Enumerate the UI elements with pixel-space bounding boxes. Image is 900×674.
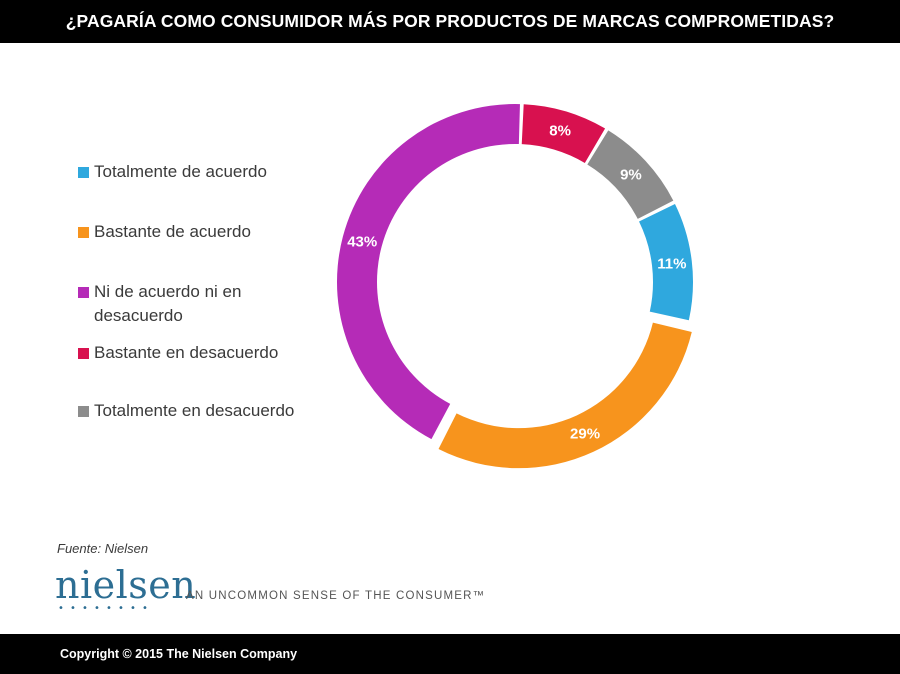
legend-swatch bbox=[78, 287, 89, 298]
tagline: AN UNCOMMON SENSE OF THE CONSUMER™ bbox=[186, 590, 486, 602]
legend-swatch bbox=[78, 167, 89, 178]
slice-label-bastante-en-desacuerdo: 8% bbox=[549, 123, 571, 140]
nielsen-logo: nielsen •••••••• bbox=[55, 563, 197, 614]
slice-bastante-en-desacuerdo bbox=[521, 104, 606, 163]
legend-swatch bbox=[78, 348, 89, 359]
logo-wordmark: nielsen bbox=[55, 563, 197, 607]
slice-totalmente-en-desacuerdo bbox=[587, 130, 674, 219]
legend-label: Totalmente en desacuerdo bbox=[94, 401, 295, 420]
logo-dots: •••••••• bbox=[58, 603, 154, 614]
header-bar: ¿PAGARÍA COMO CONSUMIDOR MÁS POR PRODUCT… bbox=[0, 0, 900, 43]
legend-swatch bbox=[78, 227, 89, 238]
legend-label: Ni de acuerdo ni en bbox=[94, 282, 242, 301]
copyright-text: Copyright © 2015 The Nielsen Company bbox=[60, 647, 298, 661]
slice-totalmente-de-acuerdo bbox=[639, 203, 693, 321]
slice-label-bastante-de-acuerdo: 29% bbox=[570, 426, 600, 443]
footer-bar: Copyright © 2015 The Nielsen Company bbox=[0, 634, 900, 674]
legend-swatch bbox=[78, 406, 89, 417]
slice-label-totalmente-en-desacuerdo: 9% bbox=[620, 167, 642, 184]
legend-label: Totalmente de acuerdo bbox=[94, 162, 267, 181]
slice-label-totalmente-de-acuerdo: 11% bbox=[657, 255, 686, 272]
slice-label-ni-de-acuerdo-ni-en-desacuerdo: 43% bbox=[347, 234, 377, 251]
donut-chart: 11% 29% 43% 8% 9% bbox=[336, 104, 693, 469]
source-note: Fuente: Nielsen bbox=[57, 541, 149, 556]
chart-title: ¿PAGARÍA COMO CONSUMIDOR MÁS POR PRODUCT… bbox=[65, 11, 835, 31]
legend-label: Bastante de acuerdo bbox=[94, 222, 251, 241]
legend-label: Bastante en desacuerdo bbox=[94, 343, 279, 362]
slice-bastante-de-acuerdo bbox=[438, 322, 692, 469]
legend-label-line2: desacuerdo bbox=[94, 306, 183, 325]
slice-ni-de-acuerdo-ni-en-desacuerdo bbox=[336, 104, 520, 440]
